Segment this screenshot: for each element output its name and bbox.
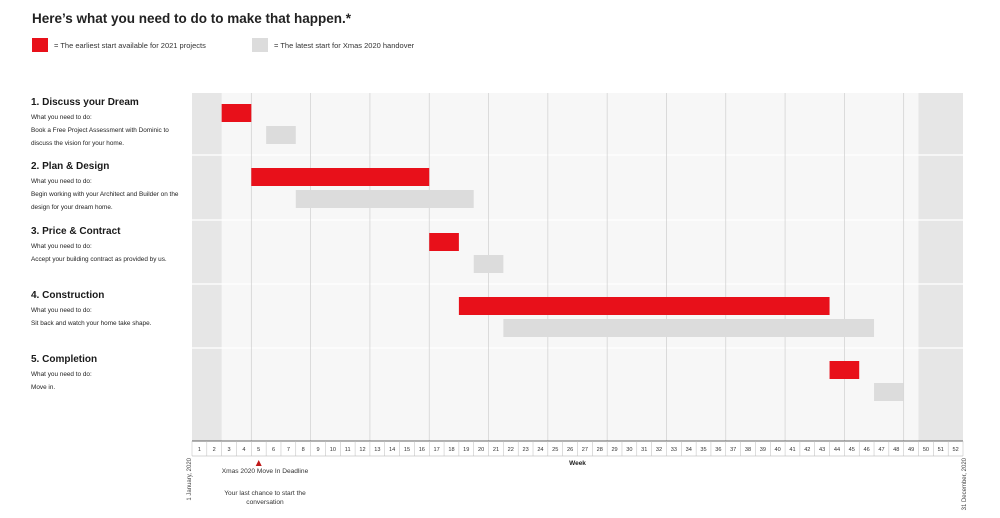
phase-description: Move in. [31, 384, 56, 391]
deadline-arrow-head [255, 460, 262, 466]
latest-bar [874, 383, 904, 401]
week-tick-label: 15 [404, 447, 410, 453]
phase-discuss: 1. Discuss your Dream What you need to d… [31, 97, 186, 150]
week-tick-label: 7 [287, 447, 290, 453]
phase-title: 5. Completion [31, 354, 98, 365]
phase-description: Accept your building contract as provide… [31, 256, 167, 263]
legend-earliest-label: = The earliest start available for 2021 … [54, 40, 206, 50]
week-tick-label: 24 [537, 447, 543, 453]
week-tick-label: 10 [330, 447, 336, 453]
week-tick-label: 47 [878, 447, 884, 453]
week-tick-label: 31 [641, 447, 647, 453]
earliest-bar [829, 361, 860, 379]
week-tick-label: 23 [522, 447, 528, 453]
latest-bar [473, 255, 504, 273]
week-tick-label: 39 [760, 447, 766, 453]
week-tick-label: 13 [374, 447, 380, 453]
phase-subtitle: What you need to do: [31, 307, 92, 314]
week-tick-label: 35 [700, 447, 706, 453]
earliest-bar [221, 104, 252, 122]
week-tick-label: 21 [493, 447, 499, 453]
week-tick-label: 30 [626, 447, 632, 453]
start-date-label: 1 January, 2020 [187, 457, 193, 500]
week-tick-label: 1 [198, 447, 201, 453]
week-tick-label: 22 [508, 447, 514, 453]
phase-subtitle: What you need to do: [31, 114, 92, 121]
week-tick-label: 4 [242, 447, 245, 453]
week-tick-label: 34 [686, 447, 692, 453]
week-tick-label: 44 [834, 447, 840, 453]
week-tick-label: 18 [448, 447, 454, 453]
week-tick-label: 36 [715, 447, 721, 453]
phase-subtitle: What you need to do: [31, 371, 92, 378]
phase-description: Book a Free Project Assessment with Domi… [31, 127, 169, 147]
deadline-label: Xmas 2020 Move In Deadline [221, 468, 309, 475]
week-tick-label: 43 [819, 447, 825, 453]
phase-title: 3. Price & Contract [31, 226, 121, 237]
chart-background [192, 93, 963, 441]
week-tick-label: 5 [257, 447, 260, 453]
week-tick-label: 49 [908, 447, 914, 453]
week-tick-label: 16 [419, 447, 425, 453]
phase-plan-design: 2. Plan & Design What you need to do: Be… [31, 161, 186, 214]
phase-title: 2. Plan & Design [31, 161, 110, 172]
week-tick-label: 19 [463, 447, 469, 453]
week-tick-label: 17 [434, 447, 440, 453]
week-tick-label: 46 [864, 447, 870, 453]
phase-description: Begin working with your Architect and Bu… [31, 191, 179, 211]
legend-latest: = The latest start for Xmas 2020 handove… [252, 38, 414, 52]
week-tick-label: 48 [893, 447, 899, 453]
week-tick-label: 42 [804, 447, 810, 453]
legend-latest-swatch [252, 38, 268, 52]
week-tick-label: 45 [849, 447, 855, 453]
week-tick-label: 52 [952, 447, 958, 453]
latest-bar [295, 190, 474, 208]
week-tick-label: 50 [923, 447, 929, 453]
phase-description: Sit back and watch your home take shape. [31, 320, 152, 327]
earliest-bar [429, 233, 459, 251]
earliest-bar [458, 297, 830, 315]
week-tick-label: 40 [775, 447, 781, 453]
week-tick-label: 32 [656, 447, 662, 453]
legend-earliest: = The earliest start available for 2021 … [32, 38, 206, 52]
week-tick-label: 41 [789, 447, 795, 453]
week-tick-label: 6 [272, 447, 275, 453]
phase-construction: 4. Construction What you need to do: Sit… [31, 290, 186, 330]
week-tick-label: 12 [359, 447, 365, 453]
week-tick-label: 25 [552, 447, 558, 453]
week-tick-label: 9 [316, 447, 319, 453]
earliest-bar [251, 168, 430, 186]
phase-title: 1. Discuss your Dream [31, 97, 139, 108]
week-tick-label: 14 [389, 447, 395, 453]
week-tick-label: 3 [228, 447, 231, 453]
week-tick-label: 26 [567, 447, 573, 453]
phase-subtitle: What you need to do: [31, 243, 92, 250]
legend-earliest-swatch [32, 38, 48, 52]
phase-completion: 5. Completion What you need to do: Move … [31, 354, 186, 394]
week-tick-label: 29 [611, 447, 617, 453]
holiday-shading [918, 93, 963, 441]
page-title: Here’s what you need to do to make that … [32, 11, 352, 26]
week-tick-label: 37 [730, 447, 736, 453]
legend-latest-label: = The latest start for Xmas 2020 handove… [274, 40, 415, 50]
week-tick-label: 38 [745, 447, 751, 453]
x-axis-label: Week [569, 460, 586, 467]
latest-bar [503, 319, 875, 337]
week-tick-label: 8 [302, 447, 305, 453]
week-tick-label: 33 [671, 447, 677, 453]
deadline-note: Your last chance to start the conversati… [224, 490, 306, 506]
week-tick-label: 27 [582, 447, 588, 453]
end-date-label: 31 December, 2020 [962, 457, 968, 510]
phase-title: 4. Construction [31, 290, 105, 301]
latest-bar [266, 126, 296, 144]
week-tick-label: 11 [345, 447, 351, 453]
holiday-shading [192, 93, 222, 441]
week-tick-label: 2 [213, 447, 216, 453]
week-tick-label: 51 [938, 447, 944, 453]
week-tick-label: 28 [597, 447, 603, 453]
week-tick-label: 20 [478, 447, 484, 453]
phase-subtitle: What you need to do: [31, 178, 92, 185]
phase-price-contract: 3. Price & Contract What you need to do:… [31, 226, 186, 266]
